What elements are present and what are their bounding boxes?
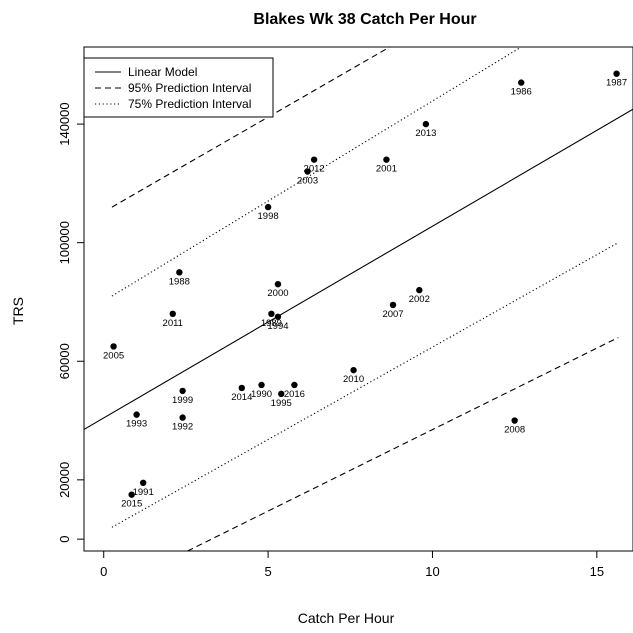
data-point-label: 2008 bbox=[504, 425, 525, 436]
data-point-label: 1991 bbox=[133, 487, 154, 498]
data-point-label: 2016 bbox=[284, 389, 305, 400]
data-point bbox=[274, 313, 282, 320]
data-point-label: 1987 bbox=[606, 78, 627, 89]
data-point bbox=[613, 70, 620, 77]
data-point-label: 1989 bbox=[261, 318, 282, 329]
data-point-label: 2012 bbox=[304, 164, 325, 175]
data-point bbox=[310, 156, 318, 163]
data-point-label: 2011 bbox=[163, 318, 183, 329]
legend: Linear Model 95% Prediction Interval 75% P… bbox=[83, 57, 274, 118]
data-point bbox=[278, 390, 285, 398]
data-point bbox=[258, 381, 265, 389]
y-axis-title: TRS bbox=[10, 297, 26, 325]
x-axis-title: Catch Per Hour bbox=[298, 610, 395, 626]
data-point-label: 1995 bbox=[271, 398, 292, 409]
data-point bbox=[176, 269, 183, 276]
legend-label: 95% Prediction Interval bbox=[128, 81, 251, 95]
x-tick-label: 10 bbox=[425, 564, 439, 579]
data-point bbox=[169, 310, 176, 318]
data-point-label: 2007 bbox=[382, 309, 403, 320]
data-point bbox=[274, 280, 282, 288]
data-point-label: 2003 bbox=[297, 176, 318, 187]
data-point bbox=[383, 156, 390, 163]
chart-title: Blakes Wk 38 Catch Per Hour bbox=[253, 11, 476, 28]
series-line-dotted bbox=[111, 46, 522, 297]
data-point bbox=[304, 168, 311, 175]
y-tick-label: 20000 bbox=[57, 462, 72, 498]
data-point bbox=[264, 203, 272, 211]
y-tick-label: 0 bbox=[57, 536, 72, 543]
data-point bbox=[416, 286, 423, 294]
data-point-label: 1993 bbox=[126, 419, 147, 430]
data-point-label: 2002 bbox=[409, 294, 430, 305]
y-axis: 0 20000 60000 100000 140000 bbox=[57, 102, 84, 543]
legend-label: 75% Prediction Interval bbox=[128, 97, 251, 111]
data-point bbox=[389, 301, 397, 309]
data-point-label: 1986 bbox=[511, 87, 532, 98]
data-point bbox=[511, 417, 518, 424]
data-point bbox=[179, 414, 186, 421]
y-tick-label: 140000 bbox=[57, 102, 72, 145]
y-tick-label: 100000 bbox=[57, 221, 72, 264]
data-point bbox=[291, 381, 298, 389]
legend-label: Linear Model bbox=[128, 65, 197, 79]
data-point-label: 2001 bbox=[376, 164, 397, 175]
data-point-label: 2013 bbox=[415, 128, 436, 139]
data-point bbox=[110, 343, 117, 350]
data-point bbox=[128, 491, 135, 498]
data-point-label: 2000 bbox=[267, 288, 288, 299]
data-point-label: 1998 bbox=[258, 211, 279, 222]
series-line-dashed bbox=[187, 337, 619, 552]
data-point-label: 1999 bbox=[172, 395, 193, 406]
x-axis: 0 5 10 15 bbox=[100, 551, 604, 579]
series-line-dashed bbox=[111, 46, 391, 208]
data-point bbox=[179, 387, 186, 395]
x-tick-label: 15 bbox=[590, 564, 604, 579]
data-point bbox=[518, 79, 525, 86]
data-point bbox=[350, 366, 357, 374]
x-tick-label: 5 bbox=[264, 564, 271, 579]
series-line-solid bbox=[83, 108, 633, 430]
data-point-label: 2015 bbox=[121, 499, 142, 510]
plot-frame bbox=[83, 46, 633, 552]
data-point-label: 2014 bbox=[231, 392, 252, 403]
y-tick-label: 60000 bbox=[57, 343, 72, 379]
data-point-label: 1990 bbox=[251, 389, 272, 400]
data-point bbox=[139, 479, 147, 487]
model-lines bbox=[83, 46, 633, 552]
data-point bbox=[268, 310, 275, 318]
data-point-label: 2010 bbox=[343, 374, 364, 385]
data-point-label: 1994 bbox=[267, 321, 288, 332]
data-point-label: 2005 bbox=[103, 350, 124, 361]
data-point-label: 1992 bbox=[172, 422, 193, 433]
data-point bbox=[422, 120, 430, 128]
data-point-label: 1988 bbox=[169, 276, 190, 287]
data-point bbox=[238, 384, 245, 392]
data-point bbox=[133, 411, 140, 418]
x-tick-label: 0 bbox=[100, 564, 107, 579]
